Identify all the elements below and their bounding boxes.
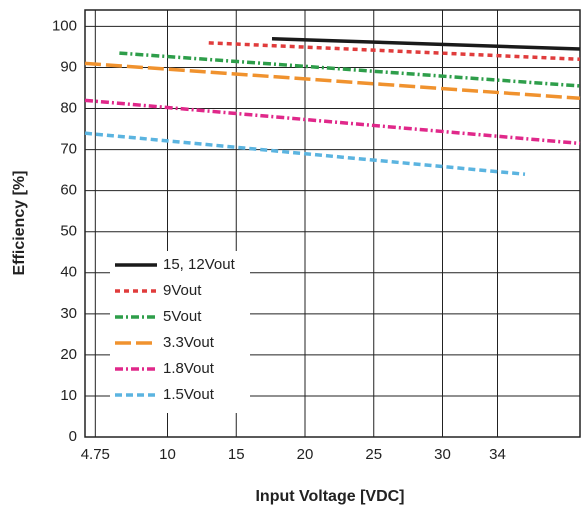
- legend-box: [110, 251, 250, 413]
- series-line: [119, 51, 581, 88]
- x-tick-label: 34: [489, 446, 506, 463]
- legend-label: 9Vout: [163, 282, 202, 299]
- legend-label: 1.8Vout: [163, 360, 215, 377]
- plot-frame: [84, 9, 581, 438]
- y-tick-label: 60: [60, 182, 77, 199]
- series-line: [84, 131, 526, 176]
- series-line: [84, 98, 581, 146]
- y-tick-label: 40: [60, 264, 77, 281]
- x-tick-label: 4.75: [81, 446, 110, 463]
- y-tick-label: 10: [60, 387, 77, 404]
- legend-label: 15, 12Vout: [163, 256, 236, 273]
- series-line: [271, 36, 581, 51]
- y-axis-label: Efficiency [%]: [11, 171, 28, 276]
- y-tick-label: 100: [52, 17, 77, 34]
- x-tick-label: 25: [365, 446, 382, 463]
- y-tick-label: 90: [60, 58, 77, 75]
- legend-label: 3.3Vout: [163, 334, 215, 351]
- x-tick-label: 30: [434, 446, 451, 463]
- y-tick-label: 30: [60, 305, 77, 322]
- y-tick-label: 0: [69, 428, 77, 445]
- y-tick-label: 80: [60, 100, 77, 117]
- x-axis-label: Input Voltage [VDC]: [255, 488, 404, 505]
- legend-label: 5Vout: [163, 308, 202, 325]
- y-tick-label: 70: [60, 141, 77, 158]
- series-line: [208, 41, 581, 62]
- series-line: [84, 61, 581, 101]
- y-tick-label: 20: [60, 346, 77, 363]
- x-tick-label: 10: [159, 446, 176, 463]
- x-tick-label: 20: [297, 446, 314, 463]
- legend-label: 1.5Vout: [163, 386, 215, 403]
- y-tick-label: 50: [60, 223, 77, 240]
- legend: 15, 12Vout 9Vout 5Vout 3.3Vout 1.8Vout 1.5Vou…: [110, 251, 250, 413]
- x-tick-label: 15: [228, 446, 245, 463]
